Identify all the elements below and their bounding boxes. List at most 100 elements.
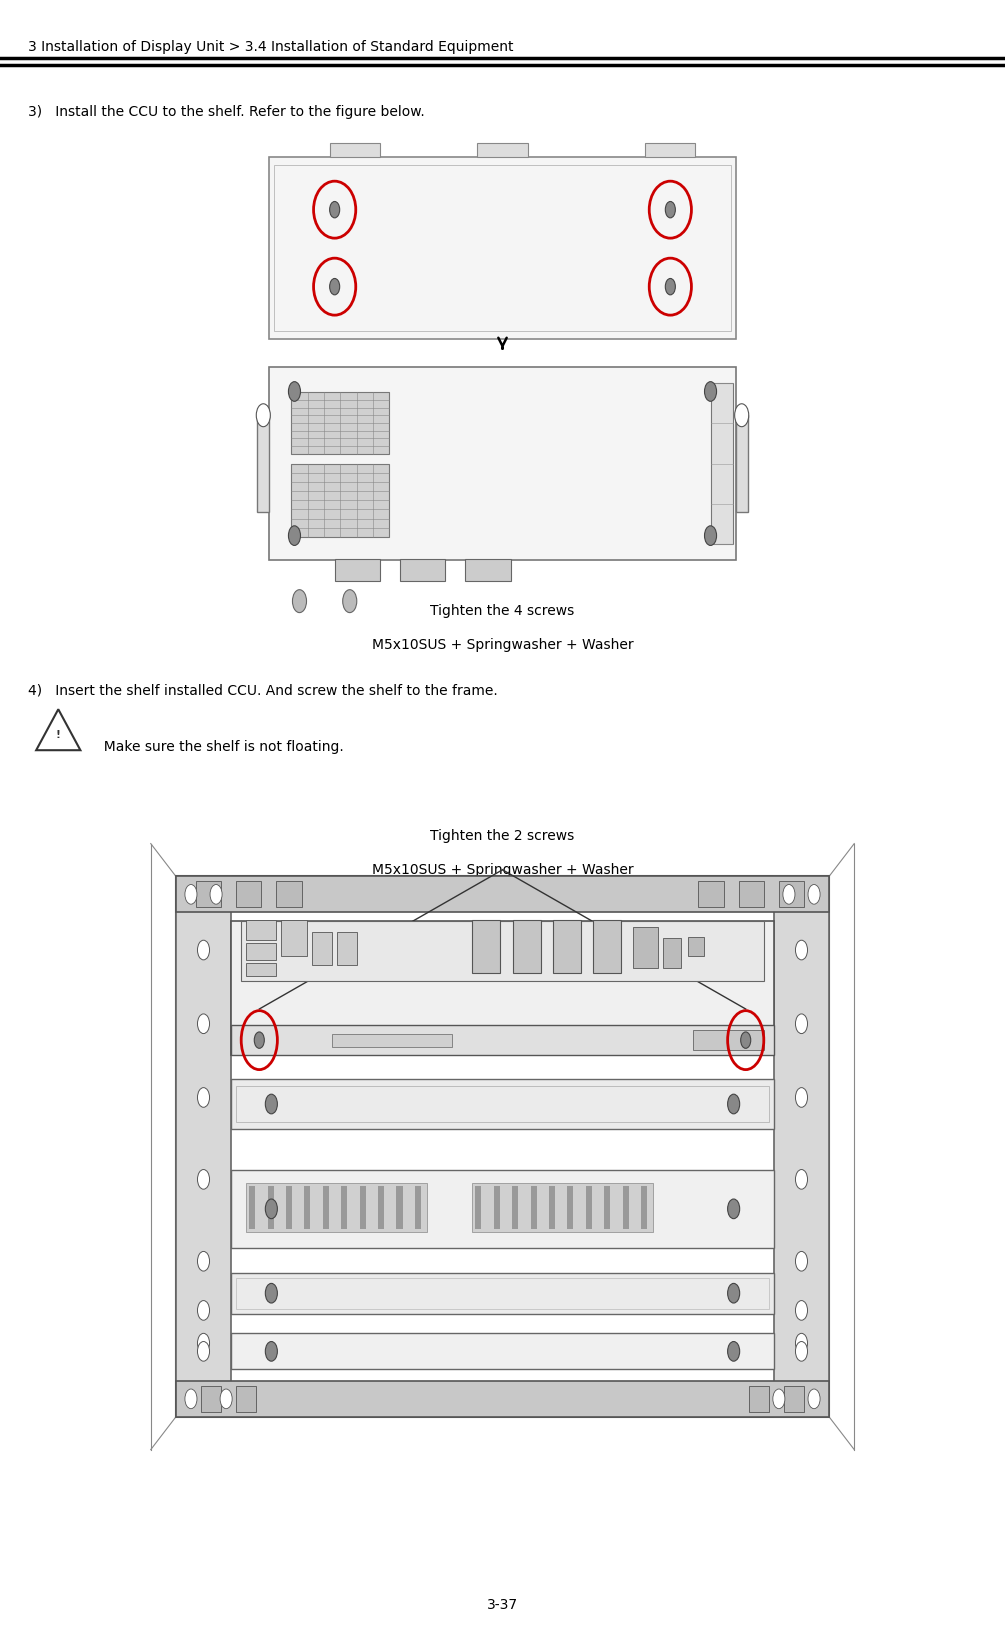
Bar bbox=[415, 1186, 421, 1228]
Circle shape bbox=[197, 1014, 210, 1034]
Circle shape bbox=[210, 885, 222, 904]
Bar bbox=[323, 1186, 329, 1228]
Circle shape bbox=[796, 1251, 808, 1271]
Circle shape bbox=[265, 1094, 277, 1114]
Circle shape bbox=[330, 201, 340, 218]
Bar bbox=[779, 881, 804, 907]
Bar bbox=[739, 881, 764, 907]
Circle shape bbox=[735, 405, 749, 426]
Bar bbox=[231, 1333, 774, 1369]
Text: M5x10SUS + Springwasher + Washer: M5x10SUS + Springwasher + Washer bbox=[372, 863, 633, 878]
Bar bbox=[784, 1386, 804, 1412]
Circle shape bbox=[796, 940, 808, 960]
Bar bbox=[360, 1186, 366, 1228]
Circle shape bbox=[796, 1014, 808, 1034]
Text: Tighten the 4 screws: Tighten the 4 screws bbox=[430, 604, 575, 618]
Bar bbox=[774, 876, 829, 1417]
Bar bbox=[246, 963, 276, 976]
Circle shape bbox=[256, 405, 270, 426]
Circle shape bbox=[773, 1389, 785, 1409]
Bar bbox=[236, 881, 261, 907]
Bar bbox=[291, 464, 389, 537]
Circle shape bbox=[796, 1342, 808, 1361]
Text: Make sure the shelf is not floating.: Make sure the shelf is not floating. bbox=[95, 740, 345, 755]
Polygon shape bbox=[36, 709, 80, 750]
Circle shape bbox=[741, 1032, 751, 1048]
Bar bbox=[176, 876, 829, 1417]
Circle shape bbox=[197, 1301, 210, 1320]
Bar bbox=[236, 1278, 769, 1309]
Bar bbox=[378, 1186, 384, 1228]
Circle shape bbox=[197, 1342, 210, 1361]
Bar bbox=[711, 383, 733, 544]
Circle shape bbox=[265, 1199, 277, 1219]
Bar bbox=[330, 143, 380, 157]
Circle shape bbox=[783, 885, 795, 904]
Bar bbox=[749, 1386, 769, 1412]
Bar bbox=[342, 1186, 348, 1228]
Bar bbox=[305, 1186, 311, 1228]
Bar bbox=[586, 1186, 592, 1228]
Bar bbox=[257, 416, 269, 511]
Bar bbox=[641, 1186, 647, 1228]
Circle shape bbox=[265, 1342, 277, 1361]
Bar bbox=[400, 559, 445, 581]
Bar bbox=[231, 1079, 774, 1129]
Circle shape bbox=[197, 940, 210, 960]
Circle shape bbox=[705, 382, 717, 401]
Circle shape bbox=[343, 590, 357, 613]
Bar bbox=[477, 143, 528, 157]
Bar bbox=[246, 943, 276, 960]
Text: 3 Installation of Display Unit > 3.4 Installation of Standard Equipment: 3 Installation of Display Unit > 3.4 Ins… bbox=[28, 39, 514, 54]
Bar bbox=[249, 1186, 255, 1228]
Bar bbox=[267, 1186, 273, 1228]
Bar bbox=[312, 932, 332, 965]
Circle shape bbox=[796, 1333, 808, 1353]
Circle shape bbox=[705, 526, 717, 545]
Bar bbox=[231, 1273, 774, 1314]
Bar bbox=[465, 559, 511, 581]
Bar bbox=[241, 921, 764, 981]
Circle shape bbox=[197, 1333, 210, 1353]
Bar bbox=[246, 921, 276, 940]
Bar bbox=[688, 937, 704, 957]
Bar bbox=[236, 1086, 769, 1122]
Text: 3)   Install the CCU to the shelf. Refer to the figure below.: 3) Install the CCU to the shelf. Refer t… bbox=[28, 105, 425, 120]
Circle shape bbox=[220, 1389, 232, 1409]
Circle shape bbox=[254, 1032, 264, 1048]
Circle shape bbox=[728, 1094, 740, 1114]
Bar bbox=[176, 876, 231, 1417]
Circle shape bbox=[796, 1170, 808, 1189]
Text: M5x10SUS + Springwasher + Washer: M5x10SUS + Springwasher + Washer bbox=[372, 639, 633, 652]
Bar bbox=[475, 1186, 481, 1228]
Bar bbox=[246, 1183, 427, 1232]
Circle shape bbox=[185, 885, 197, 904]
Bar bbox=[176, 1381, 829, 1417]
Circle shape bbox=[197, 1251, 210, 1271]
Circle shape bbox=[185, 1389, 197, 1409]
Bar bbox=[196, 881, 221, 907]
Circle shape bbox=[265, 1284, 277, 1304]
Bar bbox=[633, 927, 658, 968]
Bar bbox=[291, 391, 389, 454]
Bar bbox=[276, 881, 301, 907]
Bar bbox=[568, 1186, 574, 1228]
Circle shape bbox=[728, 1342, 740, 1361]
Circle shape bbox=[796, 1301, 808, 1320]
Bar bbox=[231, 1025, 774, 1055]
Circle shape bbox=[728, 1199, 740, 1219]
Bar bbox=[593, 921, 621, 973]
Bar bbox=[269, 157, 736, 339]
Circle shape bbox=[292, 590, 307, 613]
Bar bbox=[281, 921, 307, 957]
Bar bbox=[286, 1186, 292, 1228]
Circle shape bbox=[288, 526, 300, 545]
Bar bbox=[231, 1170, 774, 1248]
Bar bbox=[493, 1186, 499, 1228]
Bar bbox=[604, 1186, 610, 1228]
Bar bbox=[269, 367, 736, 560]
Circle shape bbox=[288, 382, 300, 401]
Text: !: ! bbox=[56, 729, 60, 740]
Bar bbox=[645, 143, 695, 157]
Text: 3-37: 3-37 bbox=[487, 1597, 518, 1612]
